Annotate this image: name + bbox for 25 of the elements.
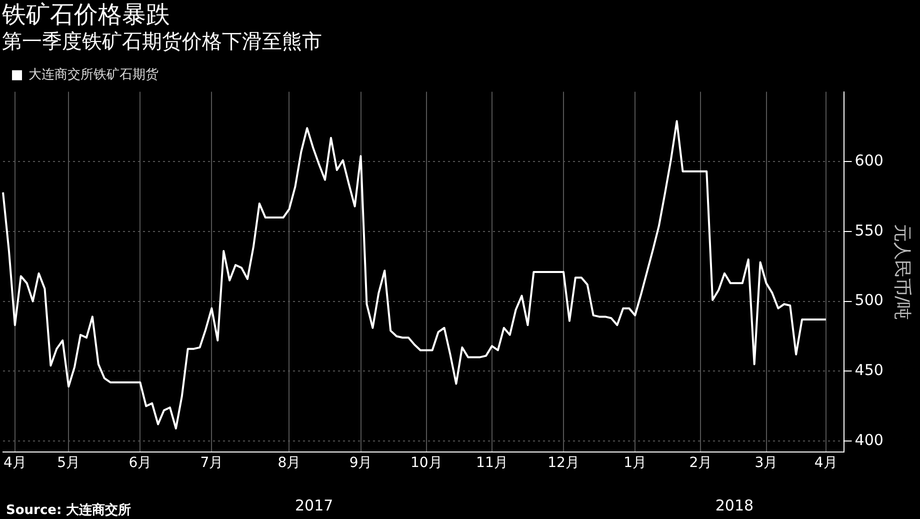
- y-tick-label: 550: [854, 221, 884, 240]
- source-note: Source: 大连商交所: [6, 502, 132, 518]
- text: 2017: [294, 496, 334, 514]
- y-tick-label: 500: [854, 291, 884, 310]
- x-tick-label: 10月: [410, 455, 442, 472]
- x-tick-label: 1月: [624, 455, 647, 472]
- x-tick-label: 11月: [476, 455, 508, 472]
- x-tick-label: 4月: [3, 455, 26, 472]
- chart-subtitle: 第一季度铁矿石期货价格下滑至熊市: [2, 29, 322, 54]
- x-tick-label: 8月: [278, 455, 301, 472]
- x-tick-label: 4月: [814, 455, 838, 472]
- y-tick-label: 450: [854, 361, 884, 380]
- y-tick-label: 600: [854, 152, 884, 170]
- x-tick-label: 6月: [128, 455, 152, 472]
- legend-label: 大连商交所铁矿石期货: [28, 66, 158, 83]
- y-tick-label: 400: [854, 430, 884, 449]
- chart-title: 铁矿石价格暴跌: [1, 0, 170, 29]
- text: 2018: [715, 496, 754, 514]
- x-tick-label: 7月: [200, 455, 224, 472]
- x-tick-label: 12月: [548, 455, 580, 472]
- x-tick-label: 3月: [754, 455, 778, 472]
- y-axis-title: 元人民币/吨: [892, 224, 913, 320]
- x-tick-label: 2月: [689, 455, 712, 472]
- x-tick-label: 9月: [349, 455, 372, 472]
- x-tick-label: 5月: [57, 455, 80, 472]
